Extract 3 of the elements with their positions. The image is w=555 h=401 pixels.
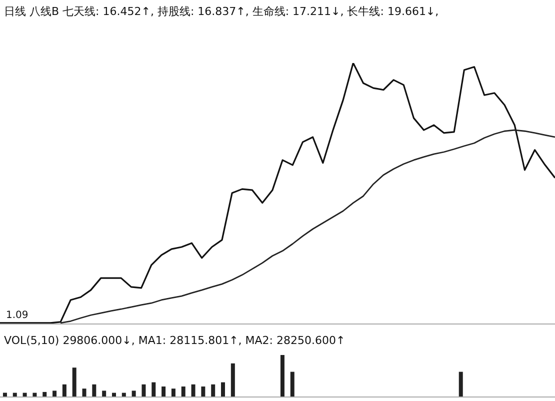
chart-title: 日线 八线B 七天线: 16.452↑, 持股线: 16.837↑, 生命线: 17.211↓, 长牛线: 19.661↓, — [4, 4, 439, 19]
chart-title: VOL(5,10) 29806.000↓, MA1: 28115.801↑, MA2: 28250.600↑ — [4, 334, 346, 347]
annotation: 1.09 — [6, 310, 28, 321]
